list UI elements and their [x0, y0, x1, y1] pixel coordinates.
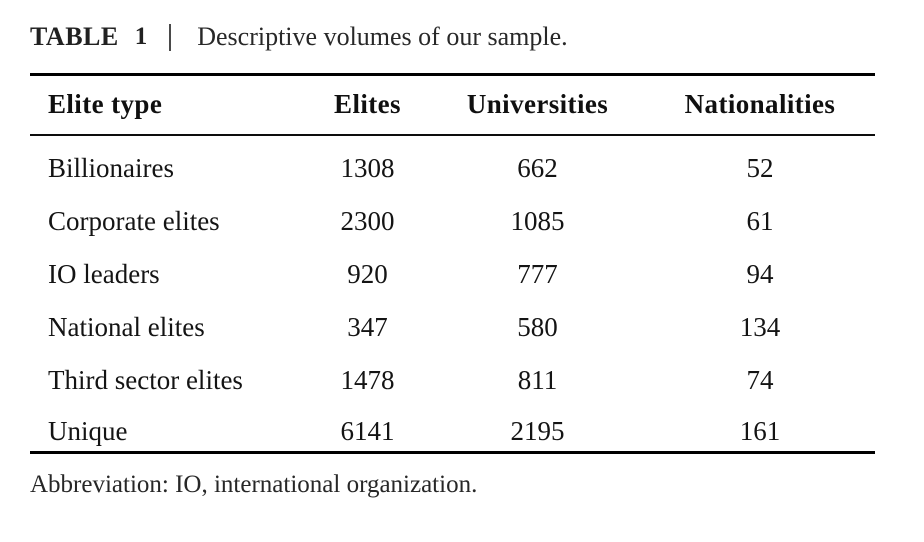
- table-row: IO leaders 920 777 94: [30, 241, 875, 294]
- table-row: National elites 347 580 134: [30, 294, 875, 347]
- header-elite-type: Elite type: [30, 74, 285, 136]
- table-title: TABLE 1 Descriptive volumes of our sampl…: [30, 22, 568, 52]
- table-row: Third sector elites 1478 811 74: [30, 347, 875, 400]
- table-body: Billionaires 1308 662 52 Corporate elite…: [30, 135, 875, 453]
- cell-elites: 1308: [340, 152, 395, 183]
- cell-elite-type: Unique: [48, 416, 128, 446]
- table-title-number: 1: [134, 23, 148, 50]
- cell-universities: 811: [517, 364, 558, 395]
- header-row: Elite type Elites Universities Nationali…: [30, 74, 875, 136]
- data-table: Elite type Elites Universities Nationali…: [30, 73, 875, 454]
- table-row: Billionaires 1308 662 52: [30, 135, 875, 188]
- title-separator-bar: [169, 23, 172, 51]
- cell-elites: 2300: [340, 205, 395, 236]
- header-elites: Elites: [285, 74, 450, 136]
- cell-elites: 1478: [340, 364, 395, 395]
- cell-elite-type: Third sector elites: [48, 364, 243, 395]
- cell-elite-type: National elites: [48, 311, 205, 342]
- cell-universities: 1085: [510, 205, 565, 236]
- cell-elites: 6141: [340, 416, 395, 446]
- cell-universities: 580: [517, 311, 558, 342]
- cell-nationalities: 134: [739, 311, 781, 342]
- cell-universities: 662: [517, 152, 558, 183]
- header-universities: Universities: [450, 74, 625, 136]
- table-title-caption: Descriptive volumes of our sample.: [197, 22, 568, 51]
- cell-nationalities: 52: [746, 152, 774, 183]
- cell-elite-type: IO leaders: [48, 258, 160, 289]
- header-nationalities: Nationalities: [625, 74, 875, 136]
- cell-elites: 920: [347, 258, 388, 289]
- cell-nationalities: 161: [739, 416, 781, 446]
- cell-universities: 777: [517, 258, 558, 289]
- cell-nationalities: 74: [746, 364, 774, 395]
- cell-nationalities: 61: [746, 205, 774, 236]
- cell-nationalities: 94: [746, 258, 774, 289]
- cell-elite-type: Billionaires: [48, 152, 174, 183]
- cell-elite-type: Corporate elites: [48, 205, 220, 236]
- table-row: Corporate elites 2300 1085 61: [30, 188, 875, 241]
- table-footnote: Abbreviation: IO, international organiza…: [30, 471, 478, 498]
- cell-universities: 2195: [510, 416, 565, 446]
- data-table-container: Elite type Elites Universities Nationali…: [30, 73, 875, 454]
- cell-elites: 347: [347, 311, 388, 342]
- table-row: Unique 6141 2195 161: [30, 400, 875, 453]
- table-header: Elite type Elites Universities Nationali…: [30, 74, 875, 136]
- table-title-label: TABLE: [30, 22, 119, 51]
